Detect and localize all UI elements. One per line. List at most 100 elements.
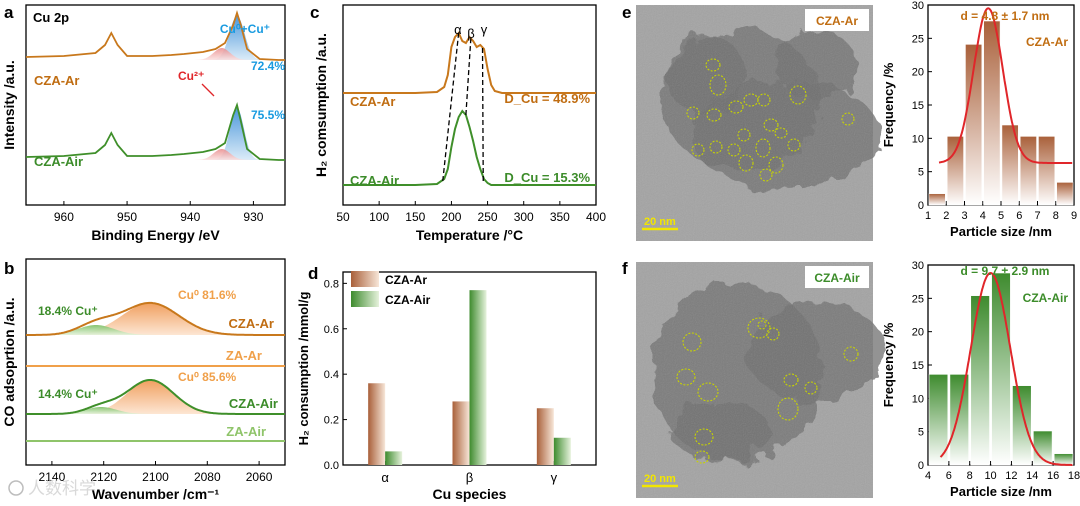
particle-outline	[841, 112, 855, 126]
bar	[553, 437, 571, 465]
particle-outline	[777, 397, 799, 421]
x-tick-label: β	[466, 470, 473, 485]
x-tick-label: 50	[336, 210, 350, 224]
bar	[385, 451, 403, 465]
histogram-bar	[949, 374, 969, 466]
x-axis-title: Temperature /°C	[416, 227, 523, 243]
y-tick-label: 5	[918, 167, 924, 179]
y-tick-label: 30	[912, 260, 924, 272]
micrograph-label: CZA-Ar	[816, 14, 858, 28]
x-tick-label: 250	[478, 210, 498, 224]
deconvolution-peak	[210, 108, 265, 160]
particle-outline	[709, 74, 727, 96]
particle-outline	[676, 368, 696, 386]
plot-frame	[342, 4, 597, 206]
particle-outline	[843, 346, 859, 362]
x-tick-label: 12	[1005, 470, 1017, 482]
particle-outline	[774, 127, 788, 139]
x-tick-label: 2	[943, 210, 949, 222]
panel-letter: d	[308, 264, 318, 283]
x-tick-label: 350	[550, 210, 570, 224]
panel-letter: a	[4, 3, 14, 22]
x-tick-label: 100	[369, 210, 389, 224]
histogram-bar	[1056, 182, 1074, 206]
deconvolution-peak	[50, 303, 251, 335]
annotation: Cu²⁺	[178, 69, 204, 83]
annotation-arrow	[201, 83, 215, 97]
x-tick-label: 18	[1068, 470, 1080, 482]
legend-label: CZA-Air	[385, 293, 431, 307]
y-tick-label: 15	[912, 100, 924, 112]
tem-noise	[636, 5, 873, 241]
x-tick-label: 6	[1016, 210, 1022, 222]
particle-outline	[804, 381, 818, 395]
y-tick-label: 0.8	[324, 278, 339, 290]
series-line	[343, 109, 596, 186]
peak-label: α	[454, 22, 462, 37]
x-tick-label: 2140	[39, 470, 66, 484]
scale-bar-label: 20 nm	[644, 473, 676, 485]
x-tick-label: 7	[1034, 210, 1040, 222]
gaussian-fit	[938, 7, 1073, 164]
x-axis-title: Particle size /nm	[950, 484, 1052, 499]
y-tick-label: 15	[912, 360, 924, 372]
particle-outline	[697, 382, 719, 402]
series-line	[25, 10, 285, 61]
legend-label: CZA-Air	[1023, 291, 1069, 305]
panel-c-tpr-chart: 50 100 150 200 250 300 350 400 Temperature /°C H₂…	[310, 3, 606, 243]
x-tick-label: 950	[117, 210, 137, 224]
particle-outline	[728, 100, 744, 114]
panel-letter: b	[4, 259, 14, 278]
x-tick-label: 2120	[90, 470, 117, 484]
peak-label: γ	[481, 22, 488, 37]
micrograph-label: CZA-Air	[814, 271, 860, 285]
panel-letter: c	[310, 3, 319, 22]
particle-outline	[691, 143, 705, 157]
histogram-bar	[1001, 124, 1019, 206]
x-tick-label: 2080	[194, 470, 221, 484]
x-axis-title: Particle size /nm	[950, 224, 1052, 239]
histogram-bar	[946, 136, 964, 206]
annotation: Cu⁰ 81.6%	[178, 288, 236, 302]
x-tick-label: 960	[54, 210, 74, 224]
series-line	[26, 301, 285, 336]
x-tick-label: 930	[243, 210, 263, 224]
particle-outline	[738, 154, 754, 172]
y-tick-label: 5	[918, 427, 924, 439]
particle-outline	[783, 373, 799, 387]
annotation: 18.4% Cu⁺	[38, 304, 98, 318]
y-tick-label: 0.4	[324, 369, 339, 381]
x-tick-label: 400	[586, 210, 606, 224]
watermark-text: 人数科学	[28, 479, 96, 498]
particle-outline	[757, 320, 767, 330]
deconvolution-peak	[207, 16, 268, 60]
x-tick-label: 940	[180, 210, 200, 224]
bar	[469, 290, 487, 465]
series-line	[25, 101, 285, 161]
histogram-bar	[928, 193, 946, 206]
y-tick-label: 10	[912, 133, 924, 145]
particle-outline	[755, 138, 771, 158]
x-tick-label: 2060	[246, 470, 273, 484]
annotation: Cu⁰+Cu⁺	[220, 22, 270, 36]
histogram-bar	[1012, 385, 1032, 466]
x-tick-label: 300	[514, 210, 534, 224]
particle-outline	[759, 168, 773, 182]
guide-line	[442, 32, 460, 182]
y-axis-title: H₂ consumption /mmol/g	[296, 292, 311, 446]
deconvolution-peak	[190, 48, 255, 60]
x-tick-label: γ	[551, 470, 558, 485]
x-tick-label: 10	[984, 470, 996, 482]
histogram-bar	[965, 44, 983, 206]
series-label: CZA-Ar	[229, 316, 275, 331]
x-tick-label: 5	[998, 210, 1004, 222]
label-box	[805, 266, 869, 288]
particle-outline	[706, 108, 722, 122]
particle-outline	[787, 138, 801, 152]
deconvolution-peak	[46, 407, 156, 414]
y-axis-title: CO adsoprtion /a.u.	[1, 297, 17, 426]
particle-outline	[763, 118, 779, 132]
legend-swatch	[351, 271, 379, 287]
y-axis-title: H₂ comsumption /a.u.	[313, 33, 329, 177]
